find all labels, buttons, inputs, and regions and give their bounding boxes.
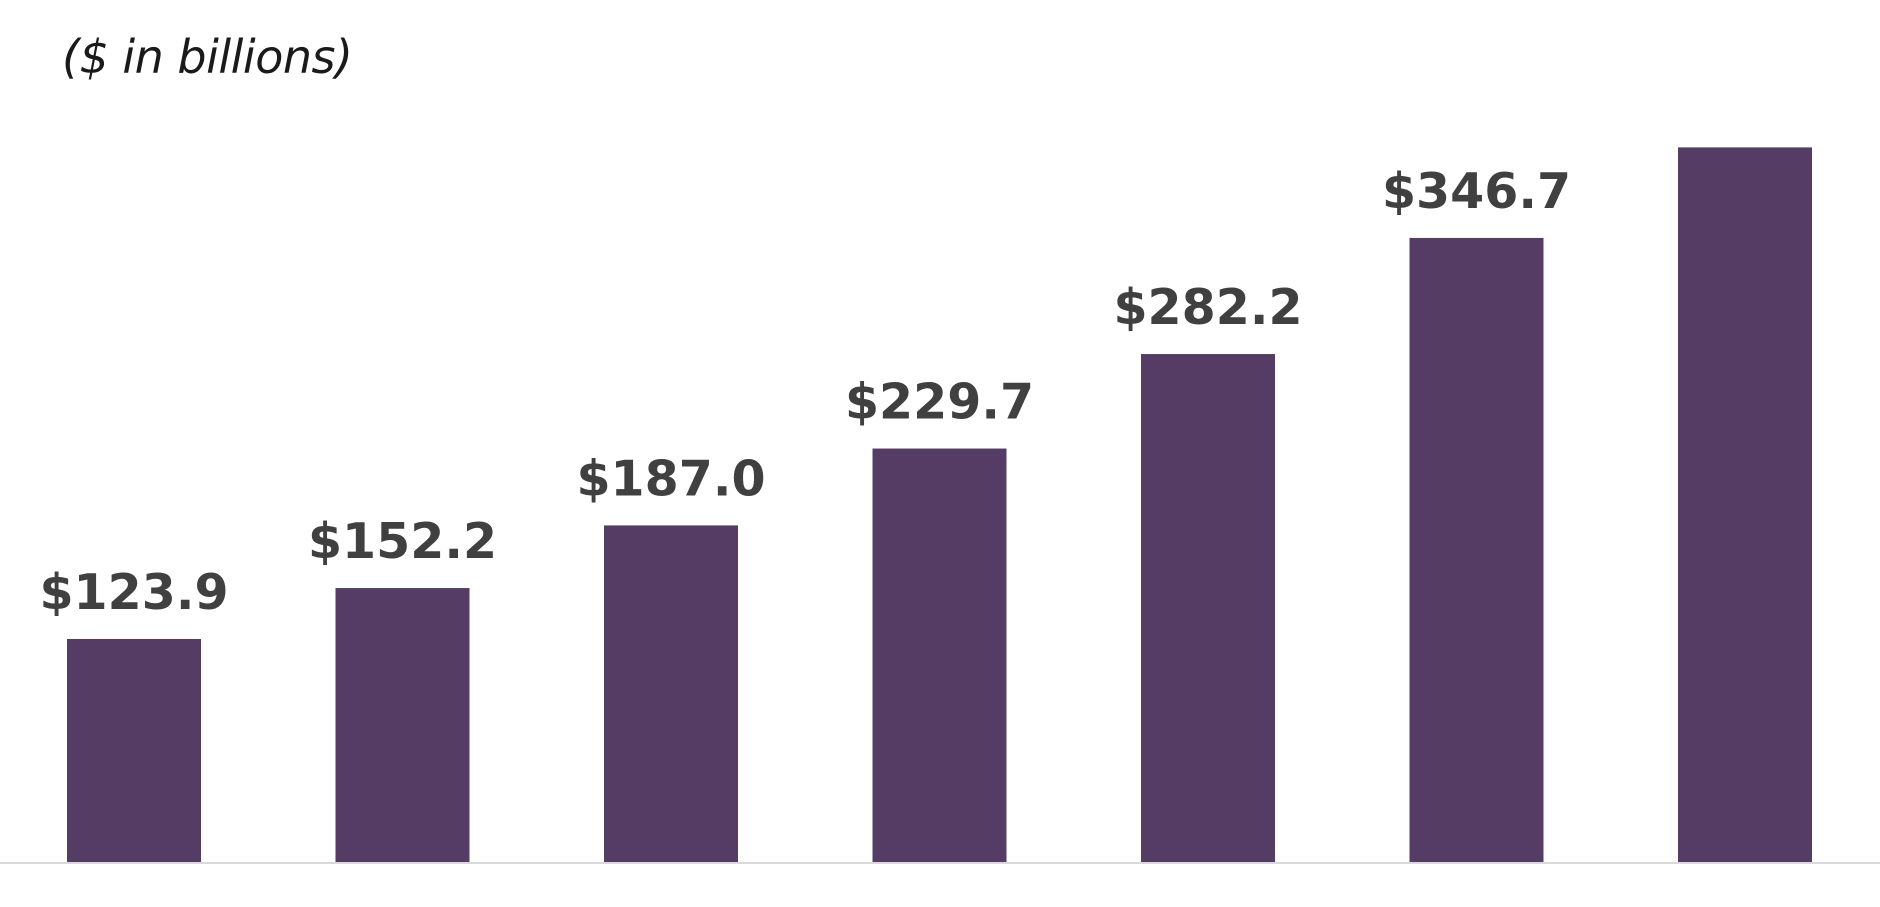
bar-3 xyxy=(604,525,738,862)
bar-2 xyxy=(335,588,470,862)
bar-5 xyxy=(1141,354,1275,862)
bar-value-label-4: $229.7 xyxy=(845,374,1034,431)
bars-group xyxy=(67,147,1812,862)
bar-value-label-5: $282.2 xyxy=(1113,279,1302,336)
bar-value-label-1: $123.9 xyxy=(39,564,228,621)
bar-6 xyxy=(1409,237,1544,862)
bar-value-label-3: $187.0 xyxy=(576,450,765,507)
data-labels-group: $123.9 $152.2 $187.0 $229.7 $282.2 $346.7 xyxy=(39,163,1571,621)
bar-4 xyxy=(872,448,1007,862)
bar-7 xyxy=(1678,147,1812,862)
bar-value-label-2: $152.2 xyxy=(308,513,497,570)
bar-value-label-6: $346.7 xyxy=(1382,163,1571,220)
bar-1 xyxy=(67,638,201,862)
unit-label: ($ in billions) xyxy=(62,30,353,84)
